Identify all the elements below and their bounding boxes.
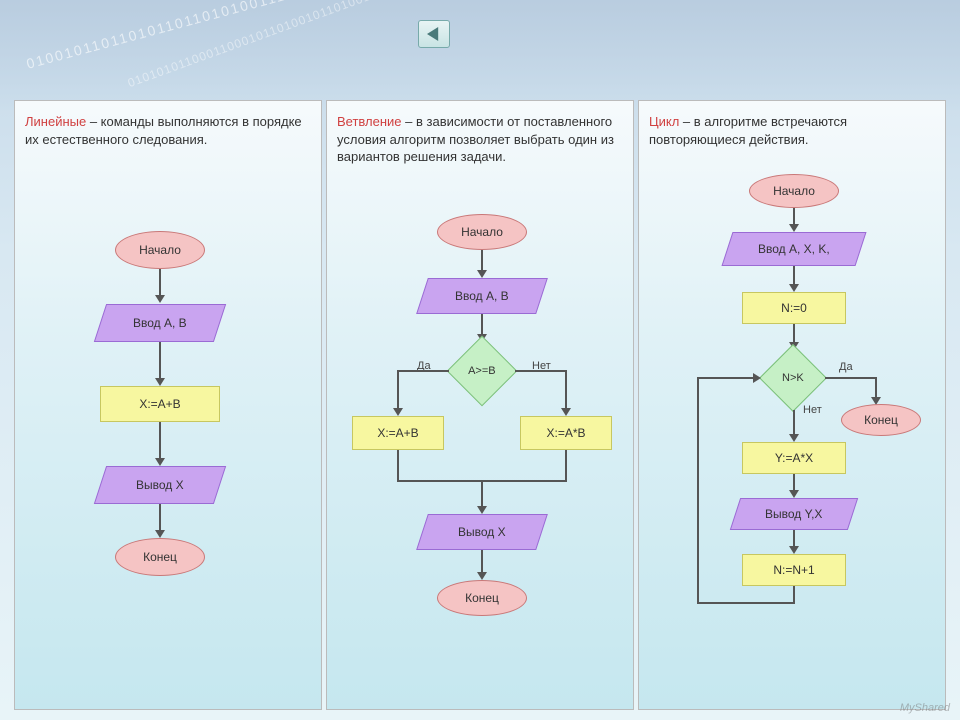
watermark: MyShared	[900, 702, 950, 714]
arrow	[481, 480, 483, 508]
loop-output: Вывод Y,X	[730, 498, 858, 530]
yes-label: Да	[839, 361, 853, 373]
start-label: Начало	[461, 225, 503, 239]
arrow	[697, 377, 699, 604]
branch-decision: A>=B	[447, 335, 518, 406]
arrow-head-icon	[155, 458, 165, 466]
arrow-head-icon	[393, 408, 403, 416]
arrow-head-icon	[155, 295, 165, 303]
end-label: Конец	[864, 413, 898, 427]
column-branch: Ветвление – в зависимости от поставленно…	[326, 100, 634, 710]
loop-text: – в алгоритме встречаются повторяющиеся …	[649, 114, 847, 147]
arrow	[565, 450, 567, 480]
arrow-head-icon	[477, 506, 487, 514]
arrow	[481, 550, 483, 574]
arrow	[793, 324, 795, 344]
arrow	[565, 370, 567, 410]
linear-process: X:=A+B	[100, 386, 220, 422]
arrow	[697, 377, 753, 379]
arrow	[875, 377, 877, 399]
linear-end: Конец	[115, 538, 205, 576]
loop-process: Y:=A*X	[742, 442, 846, 474]
linear-output: Вывод X	[94, 466, 226, 504]
arrow-head-icon	[789, 546, 799, 554]
arrow-head-icon	[789, 224, 799, 232]
arrow	[159, 504, 161, 532]
output-label: Вывод Y,X	[765, 507, 822, 521]
arrow	[825, 377, 877, 379]
input-label: Ввод A, X, K,	[758, 242, 830, 256]
loop-end: Конец	[841, 404, 921, 436]
arrow	[397, 370, 449, 372]
incr-label: N:=N+1	[773, 563, 814, 577]
process-yes-label: X:=A+B	[377, 426, 418, 440]
arrow	[793, 586, 795, 602]
branch-description: Ветвление – в зависимости от поставленно…	[337, 113, 623, 166]
arrow	[397, 370, 399, 410]
arrow-head-icon	[789, 434, 799, 442]
column-loop: Цикл – в алгоритме встречаются повторяющ…	[638, 100, 946, 710]
header-background	[0, 0, 960, 110]
loop-description: Цикл – в алгоритме встречаются повторяющ…	[649, 113, 935, 148]
no-label: Нет	[803, 404, 822, 416]
linear-start: Начало	[115, 231, 205, 269]
linear-flowchart: Начало Ввод A, B X:=A+B Вывод X	[25, 156, 311, 636]
columns-container: Линейные – команды выполняются в порядке…	[0, 100, 960, 710]
loop-init: N:=0	[742, 292, 846, 324]
start-label: Начало	[139, 243, 181, 257]
back-triangle-icon	[427, 27, 441, 41]
arrow-head-icon	[753, 373, 761, 383]
arrow-head-icon	[789, 490, 799, 498]
start-label: Начало	[773, 184, 815, 198]
arrow-head-icon	[561, 408, 571, 416]
arrow	[793, 410, 795, 436]
process-label: Y:=A*X	[775, 451, 813, 465]
arrow	[481, 314, 483, 336]
loop-input: Ввод A, X, K,	[721, 232, 866, 266]
linear-input: Ввод A, B	[94, 304, 226, 342]
end-label: Конец	[143, 550, 177, 564]
loop-increment: N:=N+1	[742, 554, 846, 586]
arrow-head-icon	[155, 378, 165, 386]
branch-end: Конец	[437, 580, 527, 616]
input-label: Ввод A, B	[455, 289, 509, 303]
arrow-head-icon	[477, 270, 487, 278]
arrow	[793, 266, 795, 286]
arrow-head-icon	[477, 572, 487, 580]
column-linear: Линейные – команды выполняются в порядке…	[14, 100, 322, 710]
arrow	[159, 342, 161, 380]
arrow-head-icon	[155, 530, 165, 538]
decision-label: N>K	[782, 372, 804, 384]
branch-keyword: Ветвление	[337, 114, 402, 129]
linear-keyword: Линейные	[25, 114, 86, 129]
output-label: Вывод X	[458, 525, 506, 539]
loop-decision: N>K	[759, 344, 827, 412]
branch-output: Вывод X	[416, 514, 548, 550]
branch-start: Начало	[437, 214, 527, 250]
output-label: Вывод X	[136, 478, 184, 492]
loop-start: Начало	[749, 174, 839, 208]
arrow-head-icon	[789, 284, 799, 292]
init-label: N:=0	[781, 301, 807, 315]
arrow	[159, 269, 161, 297]
linear-description: Линейные – команды выполняются в порядке…	[25, 113, 311, 148]
arrow	[697, 602, 795, 604]
branch-input: Ввод A, B	[416, 278, 548, 314]
arrow	[481, 250, 483, 272]
decision-label: A>=B	[468, 365, 496, 377]
arrow	[515, 370, 567, 372]
loop-flowchart: Начало Ввод A, X, K, N:=0 N>K Да	[649, 156, 935, 676]
branch-process-no: X:=A*B	[520, 416, 612, 450]
arrow	[159, 422, 161, 460]
loop-keyword: Цикл	[649, 114, 679, 129]
process-label: X:=A+B	[139, 397, 180, 411]
nav-back-button[interactable]	[418, 20, 450, 48]
process-no-label: X:=A*B	[546, 426, 585, 440]
branch-process-yes: X:=A+B	[352, 416, 444, 450]
branch-flowchart: Начало Ввод A, B A>=B Да Нет	[337, 174, 623, 654]
input-label: Ввод A, B	[133, 316, 187, 330]
arrow	[397, 450, 399, 480]
end-label: Конец	[465, 591, 499, 605]
